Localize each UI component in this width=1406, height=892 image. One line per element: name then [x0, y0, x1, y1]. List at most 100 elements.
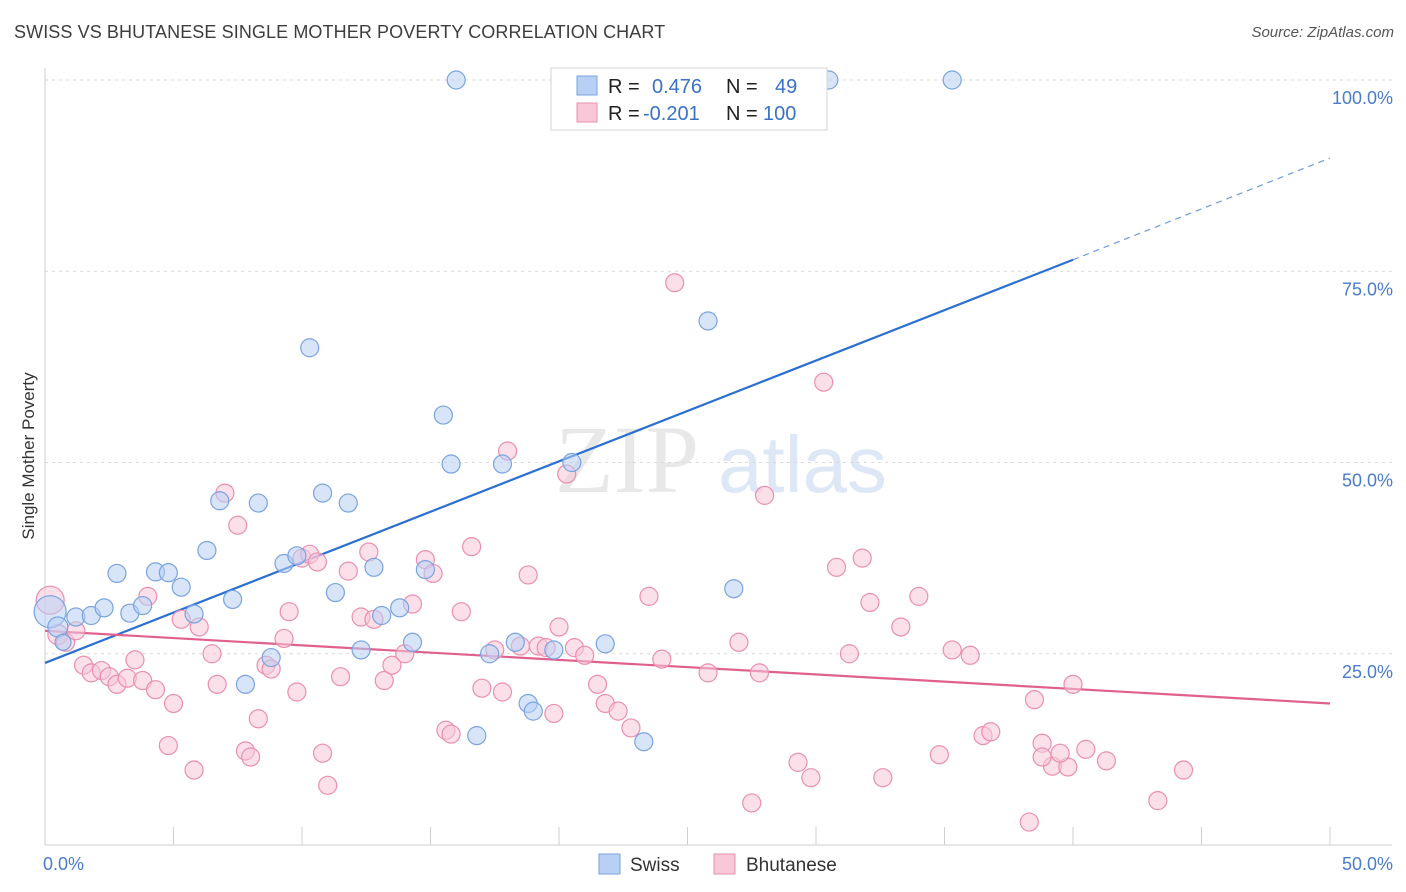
series-legend: Swiss Bhutanese: [598, 853, 837, 876]
bhutanese-point: [814, 372, 834, 392]
bhutanese-point: [929, 745, 949, 765]
swiss-point: [634, 732, 654, 752]
swiss-point: [235, 674, 256, 694]
swiss-point: [372, 605, 392, 626]
y-tick-label: 100.0%: [1332, 88, 1393, 108]
bottom-legend-bhutanese: Bhutanese: [746, 855, 837, 876]
x-tick-label: 0.0%: [43, 854, 84, 874]
legend-swatch-bhutanese: [576, 102, 598, 123]
swiss-point: [433, 405, 453, 425]
swiss-point: [107, 563, 127, 584]
bhutanese-point: [754, 485, 775, 505]
y-tick-label: 75.0%: [1342, 279, 1393, 299]
legend-r-label: R =: [608, 76, 640, 98]
swiss-point: [415, 559, 435, 580]
bhutanese-point: [942, 640, 962, 660]
bhutanese-point: [374, 670, 394, 691]
swiss-point: [210, 491, 230, 511]
bhutanese-point: [544, 703, 564, 724]
bhutanese-point: [1173, 760, 1194, 780]
bhutanese-point: [1032, 747, 1052, 767]
axes: [44, 68, 1392, 846]
bhutanese-point: [873, 768, 893, 788]
swiss-point: [300, 338, 320, 358]
stats-legend: R = 0.476 N = 49 R = -0.201 N = 100: [550, 67, 828, 131]
legend-n-value: 100: [763, 103, 796, 125]
bhutanese-point: [1076, 739, 1096, 759]
bhutanese-point: [330, 667, 351, 687]
bhutanese-point: [158, 735, 178, 756]
bhutanese-point: [184, 760, 204, 780]
bhutanese-point: [145, 680, 166, 700]
bhutanese-point: [1096, 751, 1117, 771]
y-axis-label: Single Mother Poverty: [19, 372, 38, 540]
bhutanese-point: [860, 592, 880, 613]
grid-lines: [45, 79, 1392, 655]
bhutanese-point: [241, 747, 261, 767]
swiss-point: [492, 454, 513, 474]
swiss-point: [184, 604, 204, 624]
bhutanese-point: [318, 775, 338, 795]
swiss-point: [467, 726, 487, 746]
bhutanese-point: [228, 515, 248, 535]
swiss-trend-extension: [1072, 157, 1331, 261]
bhutanese-point: [1019, 812, 1039, 832]
bhutanese-point: [575, 645, 595, 665]
swiss-point: [595, 634, 615, 654]
bhutanese-point: [891, 617, 911, 637]
bhutanese-point: [472, 678, 492, 698]
legend-r-value: -0.201: [643, 103, 700, 125]
bhutanese-point: [441, 724, 461, 744]
swiss-point: [364, 557, 384, 577]
swiss-point: [223, 589, 243, 610]
tick-labels: 25.0% 50.0% 75.0% 100.0% 0.0% 50.0%: [43, 88, 1393, 874]
chart-title: SWISS VS BHUTANESE SINGLE MOTHER POVERTY…: [14, 22, 666, 42]
bhutanese-point: [1148, 791, 1168, 811]
bhutanese-point: [639, 586, 659, 606]
swiss-point: [942, 70, 962, 90]
legend-r-value: 0.476: [652, 76, 702, 98]
bottom-legend-swatch-bhutanese: [713, 853, 736, 875]
swiss-point: [133, 595, 153, 616]
bhutanese-point: [163, 693, 184, 714]
bhutanese-point: [788, 752, 808, 772]
swiss-point: [698, 311, 718, 331]
swiss-point: [197, 540, 217, 561]
legend-n-label: N =: [726, 103, 758, 125]
bhutanese-point: [729, 632, 749, 652]
bhutanese-point: [749, 663, 770, 683]
bhutanese-point: [279, 602, 299, 622]
swiss-point: [402, 632, 423, 652]
bhutanese-point: [274, 628, 294, 649]
swiss-point: [505, 632, 525, 652]
bhutanese-point: [852, 548, 872, 568]
bhutanese-point: [287, 682, 307, 702]
bottom-legend-swatch-swiss: [598, 853, 621, 875]
bhutanese-point: [207, 674, 227, 694]
trend-lines: [44, 157, 1331, 705]
bhutanese-point: [742, 793, 762, 813]
y-tick-label: 50.0%: [1342, 471, 1393, 491]
swiss-point: [523, 701, 543, 721]
swiss-point: [287, 546, 307, 566]
data-points: [33, 70, 1194, 832]
bhutanese-point: [1050, 743, 1070, 763]
bhutanese-point: [462, 537, 482, 557]
swiss-point: [480, 644, 500, 664]
bhutanese-point: [909, 586, 929, 606]
bhutanese-trend-line: [44, 629, 1331, 705]
swiss-point: [390, 598, 410, 618]
source-credit: Source: ZipAtlas.com: [1251, 24, 1394, 41]
bhutanese-point: [312, 743, 333, 763]
bhutanese-point: [621, 718, 641, 738]
bhutanese-point: [492, 682, 513, 702]
bottom-legend-swiss: Swiss: [630, 855, 680, 876]
bhutanese-point: [1024, 690, 1045, 710]
bhutanese-point: [125, 650, 145, 670]
legend-n-label: N =: [726, 76, 758, 98]
bhutanese-point: [608, 701, 628, 721]
bhutanese-point: [587, 674, 608, 694]
legend-r-label: R =: [608, 103, 640, 125]
swiss-point: [54, 633, 72, 651]
